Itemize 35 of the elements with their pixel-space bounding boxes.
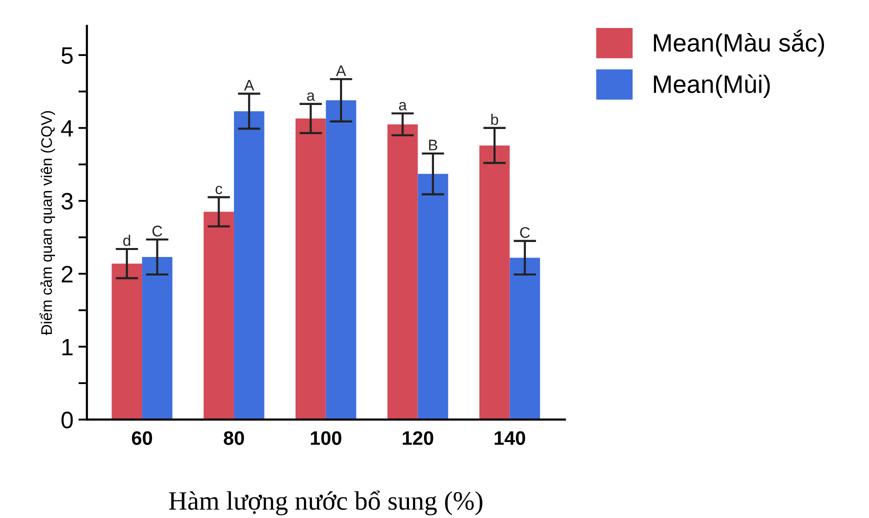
x-axis-title: Hàm lượng nước bổ sung (%) [169, 490, 482, 516]
bar [418, 174, 448, 420]
annotation: A [244, 80, 254, 91]
y-tick-label: 5 [62, 47, 73, 64]
bar [142, 257, 172, 420]
x-tick-label: 140 [494, 431, 526, 445]
bar [510, 258, 540, 420]
annotation: a [307, 92, 315, 101]
annotation: C [152, 226, 162, 236]
annotation: b [491, 114, 498, 125]
bar [479, 145, 510, 420]
bar [234, 111, 264, 420]
annotation: B [429, 140, 438, 150]
x-tick-label: 120 [402, 431, 434, 445]
y-tick-label: 0 [62, 412, 73, 428]
y-tick-label: 4 [61, 120, 74, 137]
bar [387, 124, 418, 420]
y-axis-title: Điểm cảm quan quan viên (CQV) [40, 111, 56, 336]
legend-label: Mean(Màu sắc) [654, 30, 824, 57]
annotation: c [216, 186, 222, 194]
bar [326, 100, 356, 420]
legend-label: Mean(Mùi) [654, 74, 770, 98]
y-tick-label: 3 [61, 192, 73, 210]
bar [204, 212, 234, 420]
annotation: A [336, 65, 346, 76]
bar [112, 264, 142, 420]
annotation: C [520, 227, 530, 238]
x-tick-label: 100 [310, 431, 342, 445]
y-tick-label: 2 [62, 266, 73, 282]
annotation: a [399, 102, 407, 110]
x-tick-label: 60 [132, 431, 152, 445]
y-tick-label: 1 [62, 338, 73, 356]
bar [296, 118, 326, 420]
annotation: d [123, 234, 130, 246]
x-tick-label: 80 [224, 431, 244, 445]
